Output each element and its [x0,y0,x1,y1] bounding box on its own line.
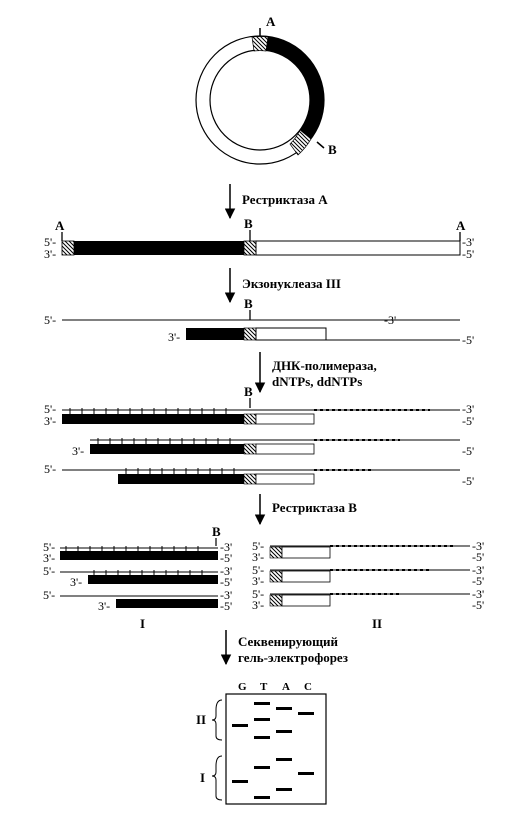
rB-left: B [212,524,221,539]
II3-3: 3'- [252,598,264,612]
II1-3: 3'- [252,550,264,564]
I3-5r: -5' [220,599,232,613]
lane-A: A [282,681,290,693]
exo-5R: -5' [462,333,474,347]
step5b-label: гель-электрофорез [238,650,348,665]
I1-5r: -5' [220,551,232,565]
p1-3L: 3'- [44,414,56,428]
exo-product: 5'- -3' 3'- -5' B [44,296,474,347]
plasmid: A B [196,14,337,164]
II3-5r: -5' [472,598,484,612]
step2-label: Экзонуклеаза III [242,276,341,291]
lin-A-L: A [55,218,65,233]
lin-5R: -5' [462,247,474,261]
step3a-label: ДНК-полимераза, [272,358,377,373]
I2-5r: -5' [220,575,232,589]
I2-3: 3'- [70,575,82,589]
plasmid-label-A: A [266,14,276,29]
polymerase-products: B 5'- 3'- -3' -5' 3'- -5' [44,384,474,488]
sequencing-gel: G T A C II I [196,681,326,804]
I3-5: 5'- [43,588,55,602]
restriction-products: B 5'- 3'- -3' -5' 5'- 3'- -3' -5' 5'- 3'… [43,524,484,631]
step4-label: Рестриктаза B [272,500,357,515]
exo-5L: 5'- [44,313,56,327]
exo-3R-top: -3' [384,313,396,327]
diagram-root: A B Рестриктаза A 5'- 3'- -3' -5' A A B … [0,0,521,822]
II2-5r: -5' [472,574,484,588]
poly-B: B [244,384,253,399]
gel-I: I [200,770,205,785]
linear-dna: 5'- 3'- -3' -5' A A B [44,216,474,261]
p3-5L: 5'- [44,462,56,476]
lane-G: G [238,681,247,693]
step3b-label: dNTPs, ddNTPs [272,374,362,389]
I1-3: 3'- [43,551,55,565]
p1-5R: -5' [462,414,474,428]
plasmid-label-B: B [328,142,337,157]
lane-T: T [260,681,268,693]
II2-3: 3'- [252,574,264,588]
exo-B: B [244,296,253,311]
lin-3L: 3'- [44,247,56,261]
I2-5: 5'- [43,564,55,578]
gel-II: II [196,712,206,727]
I3-3: 3'- [98,599,110,613]
p3-5R: -5' [462,474,474,488]
lane-C: C [304,681,312,693]
step1-label: Рестриктаза A [242,192,328,207]
p2-5R: -5' [462,444,474,458]
group-II: II [372,616,382,631]
II1-5r: -5' [472,550,484,564]
exo-3L-bot: 3'- [168,330,180,344]
p2-3L: 3'- [72,444,84,458]
lin-B: B [244,216,253,231]
lin-A-R: A [456,218,466,233]
group-I: I [140,616,145,631]
step5a-label: Секвенирующий [238,634,339,649]
